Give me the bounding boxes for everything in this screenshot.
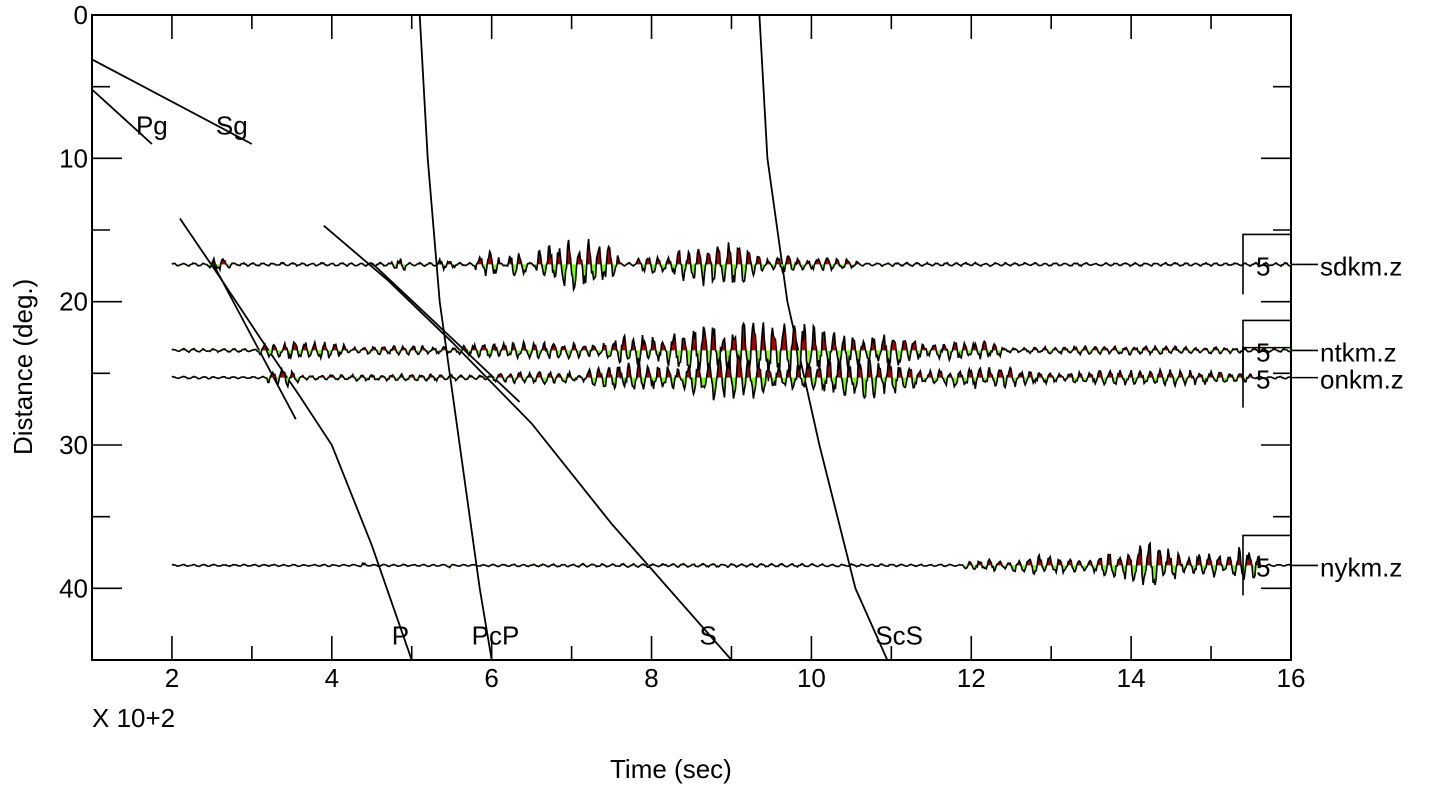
station-label-onkm-z: onkm.z [1320,365,1404,395]
station-label-nykm-z: nykm.z [1320,552,1402,582]
x-axis-label: Time (sec) [610,754,732,784]
trace-onkm-z [171,353,1292,401]
x-tick-label: 14 [1117,663,1146,693]
trace-sdkm-z [171,238,1292,293]
phase-curves [91,14,889,661]
phase-label-pg: Pg [136,110,168,140]
amplitude-scale-label-onkm-z: 5 [1256,365,1270,395]
x-tick-label: 8 [644,663,658,693]
amplitude-scale-label-ntkm-z: 5 [1256,337,1270,367]
trace-nykm-z [171,541,1292,586]
phase-labels: Pg Sg P PcP S ScS 5 sdkm.z 5 ntkm.z 5 onkm.z 5 nykm.z [136,110,1404,650]
phase-branch [371,262,521,403]
x-tick-label: 12 [957,663,986,693]
phase-curve-scs [758,14,889,661]
phase-label-pcp: PcP [472,621,520,651]
x-tick-label: 2 [165,663,179,693]
amplitude-scale-bar-nykm-z [1242,534,1291,596]
x-axis-multiplier: X 10+2 [92,703,175,733]
phase-curve-sg [91,58,253,145]
y-tick-label: 30 [59,430,88,460]
seismogram-traces [171,233,1318,596]
x-tick-label: 16 [1277,663,1306,693]
phase-curve-s [323,225,733,661]
phase-branch [211,261,297,420]
station-label-ntkm-z: ntkm.z [1320,337,1397,367]
trace-fill-positive-nykm-z [171,543,1291,566]
plot-frame [91,14,1292,661]
x-tick-label: 4 [325,663,339,693]
phase-curve-pcp [418,14,493,661]
y-tick-label: 40 [59,573,88,603]
phase-curve-pg [91,88,153,145]
x-tick-label: 10 [797,663,826,693]
amplitude-scale-label-sdkm-z: 5 [1256,251,1270,281]
axes-frame: 2 4 6 8 10 12 14 16 0 10 20 30 40 [59,0,1305,693]
y-axis-label: Distance (deg.) [8,279,38,455]
x-tick-label: 6 [484,663,498,693]
y-tick-label: 0 [74,0,88,30]
phase-label-s: S [699,621,716,651]
y-tick-label: 10 [59,143,88,173]
phase-label-p: P [392,621,409,651]
phase-label-sg: Sg [216,110,248,140]
amplitude-scale-bar-onkm-z [1242,346,1291,408]
amplitude-scale-bar-sdkm-z [1242,233,1291,295]
phase-label-scs: ScS [875,621,923,651]
station-label-sdkm-z: sdkm.z [1320,251,1402,281]
y-tick-label: 20 [59,287,88,317]
phase-curve-p [179,217,413,661]
amplitude-scale-label-nykm-z: 5 [1256,552,1270,582]
trace-ntkm-z [171,321,1292,382]
